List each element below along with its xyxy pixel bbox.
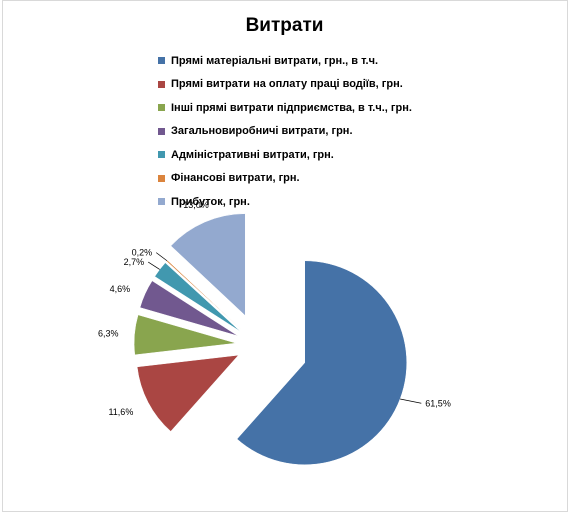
legend-item: Фінансові витрати, грн. [158,167,412,191]
leader-line [155,252,168,262]
legend-swatch [158,127,165,135]
pie-slice [236,260,407,466]
leader-line [148,261,160,270]
legend-label: Загальновиробничі витрати, грн. [171,125,353,138]
legend-label: Інші прямі витрати підприємства, в т.ч.,… [171,101,412,114]
data-label: 4,6% [110,284,131,294]
pie-slice [133,314,237,356]
legend-item: Прямі витрати на оплату праці водіїв, гр… [158,73,412,97]
legend-label: Прямі витрати на оплату праці водіїв, гр… [171,78,403,91]
pie-slice [139,280,239,337]
legend: Прямі матеріальні витрати, грн., в т.ч. П… [158,49,412,214]
legend-swatch [158,198,165,206]
legend-label: Фінансові витрати, грн. [171,172,300,185]
pie-slice [166,259,243,331]
legend-item: Інші прямі витрати підприємства, в т.ч.,… [158,96,412,120]
legend-item: Загальновиробничі витрати, грн. [158,120,412,144]
legend-swatch [158,174,165,182]
data-label: 2,7% [124,257,145,267]
chart-title: Витрати [245,15,324,36]
data-label: 0,2% [132,248,153,258]
legend-swatch [158,80,165,88]
pie-slice [170,213,246,317]
legend-label: Адміністративні витрати, грн. [171,148,334,161]
legend-swatch [158,104,165,112]
legend-item: Прямі матеріальні витрати, грн., в т.ч. [158,49,412,73]
legend-swatch [158,57,165,65]
data-label: 13,0% [183,200,209,210]
pie-slice [154,262,241,332]
leader-line [400,398,422,404]
data-label: 11,6% [108,407,133,417]
data-label: 6,3% [98,329,119,339]
pie-slice [136,354,240,432]
legend-label: Прямі матеріальні витрати, грн., в т.ч. [171,54,379,67]
legend-item: Прибуток, грн. [158,190,412,214]
legend-item: Адміністративні витрати, грн. [158,143,412,167]
legend-swatch [158,151,165,159]
legend-label: Прибуток, грн. [171,195,250,208]
data-label: 61,5% [425,398,451,408]
